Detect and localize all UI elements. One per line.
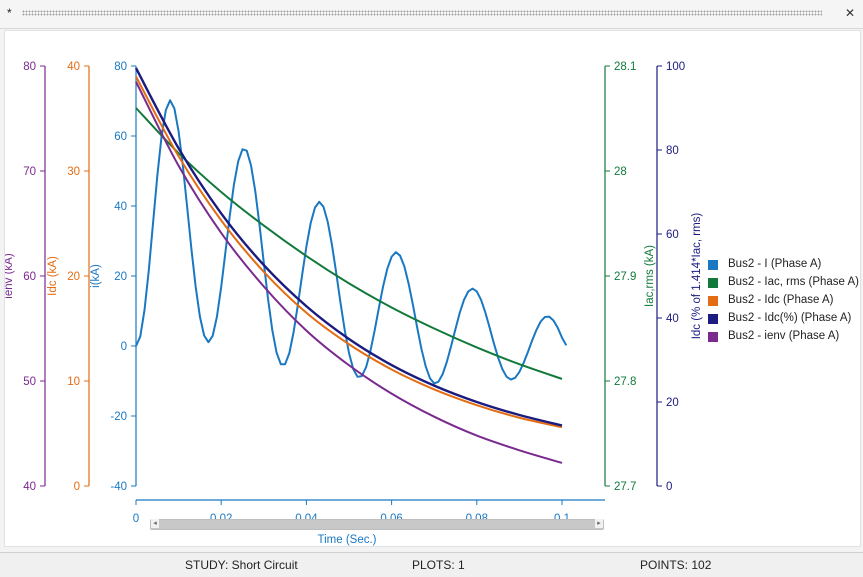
tick-label-idcpct: 20 <box>666 397 679 409</box>
legend-swatch <box>708 314 718 324</box>
legend-swatch <box>708 260 718 270</box>
tick-label-idcpct: 40 <box>666 313 679 325</box>
series-line-i <box>135 99 568 385</box>
tick-label-idc: 40 <box>67 61 80 73</box>
horizontal-scrollbar[interactable]: ◂ ▸ <box>150 519 604 530</box>
legend-label: Bus2 - ienv (Phase A) <box>728 330 840 342</box>
close-icon[interactable]: ✕ <box>844 6 856 20</box>
axis-title-idc: Idc (kA) <box>47 256 59 296</box>
status-study: STUDY: Short Circuit <box>185 558 298 572</box>
legend-label: Bus2 - Iac, rms (Phase A) <box>728 276 860 288</box>
status-plots: PLOTS: 1 <box>412 558 465 572</box>
plot-panel: 40 50 60 70 80 ienv (kA) 0 10 20 30 40 Idc (kA) -40 -… <box>4 30 861 547</box>
legend-swatch <box>708 296 718 306</box>
tick-label-idc: 0 <box>74 481 80 493</box>
tick-label-idc: 20 <box>67 271 80 283</box>
status-bar: STUDY: Short Circuit PLOTS: 1 POINTS: 10… <box>0 552 863 577</box>
series-line-ienv <box>135 81 563 464</box>
tick-label-i: -40 <box>110 481 127 493</box>
tick-label-i: 0 <box>121 341 127 353</box>
tick-label-iac: 27.7 <box>614 481 636 493</box>
tick-label-idcpct: 60 <box>666 229 679 241</box>
tick-label-ienv: 50 <box>23 376 36 388</box>
window-title: * <box>7 6 12 20</box>
series-line-idc <box>135 76 563 429</box>
tick-label-idc: 10 <box>67 376 80 388</box>
title-bar[interactable]: * ✕ <box>0 0 863 29</box>
tick-label-ienv: 60 <box>23 271 36 283</box>
tick-label-iac: 28 <box>614 166 627 178</box>
tick-label-iac: 27.8 <box>614 376 636 388</box>
tick-label-i: 40 <box>114 201 127 213</box>
axis-title-i: i(kA) <box>90 264 102 288</box>
chart-svg: 40 50 60 70 80 ienv (kA) 0 10 20 30 40 Idc (kA) -40 -… <box>5 61 703 546</box>
legend-swatch <box>708 278 718 288</box>
series-line-iac <box>135 107 563 380</box>
tick-label-iac: 27.9 <box>614 271 636 283</box>
axis-title-iac: Iac,rms (kA) <box>644 245 656 307</box>
tick-label-ienv: 70 <box>23 166 36 178</box>
tick-label-idc: 30 <box>67 166 80 178</box>
legend-label: Bus2 - I (Phase A) <box>728 258 822 270</box>
x-axis-title: Time (Sec.) <box>318 534 377 546</box>
tick-label-i: 20 <box>114 271 127 283</box>
legend-label: Bus2 - Idc(%) (Phase A) <box>728 312 852 324</box>
tick-label-iac: 28.1 <box>614 61 636 73</box>
x-tick-label: 0 <box>133 513 139 525</box>
axis-title-ienv: ienv (kA) <box>5 253 15 299</box>
legend-label: Bus2 - Idc (Phase A) <box>728 294 834 306</box>
status-points: POINTS: 102 <box>640 558 712 572</box>
tick-label-idcpct: 100 <box>666 61 685 73</box>
drag-grip[interactable] <box>22 10 822 16</box>
tick-label-idcpct: 80 <box>666 145 679 157</box>
scroll-left-icon[interactable]: ◂ <box>151 519 159 528</box>
scroll-right-icon[interactable]: ▸ <box>595 519 603 528</box>
tick-label-i: -20 <box>110 411 127 423</box>
tick-label-i: 60 <box>114 131 127 143</box>
tick-label-i: 80 <box>114 61 127 73</box>
legend-swatch <box>708 332 718 342</box>
tick-label-idcpct: 0 <box>666 481 672 493</box>
axis-title-idcpct: Idc (% of 1.414*Iac, rms) <box>691 213 703 340</box>
tick-label-ienv: 80 <box>23 61 36 73</box>
tick-label-ienv: 40 <box>23 481 36 493</box>
series-line-idcpct <box>134 67 563 427</box>
